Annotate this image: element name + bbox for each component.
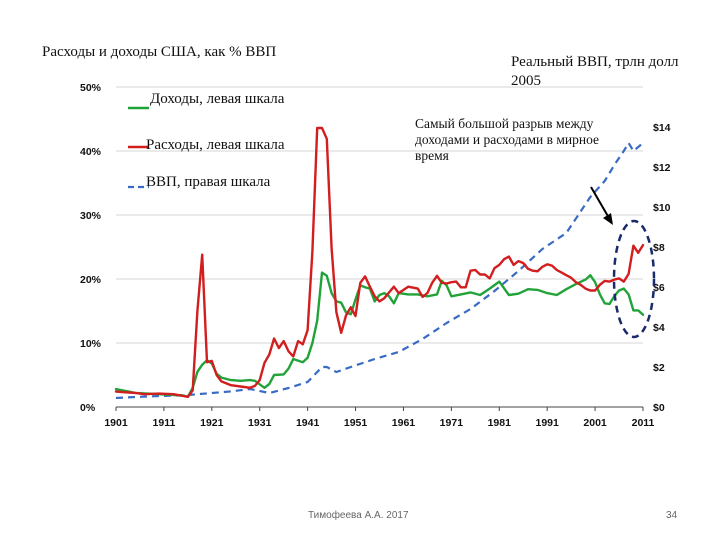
legend-label-spending: Расходы, левая шкала [146, 137, 285, 153]
gap-highlight-ellipse [612, 219, 656, 339]
x-tick-label: 1921 [200, 417, 224, 429]
right-tick-label: $8 [653, 242, 665, 254]
right-tick-label: $2 [653, 362, 665, 374]
right-tick-label: $10 [653, 202, 671, 214]
left-tick-label: 10% [80, 338, 102, 350]
right-tick-label: $14 [653, 122, 671, 134]
series-layer [114, 126, 645, 400]
footer-author: Тимофеева А.А. 2017 [308, 510, 409, 521]
legend [128, 106, 149, 189]
series-line-spending [114, 126, 645, 398]
x-tick-label: 1941 [296, 417, 320, 429]
right-axis-title: Реальный ВВП, трлн долл 2005 [511, 54, 679, 89]
x-tick-label: 1971 [440, 417, 464, 429]
x-tick-label: 1931 [248, 417, 272, 429]
pointer-arrowhead [603, 213, 613, 225]
right-tick-label: $0 [653, 402, 665, 414]
chart-title: Расходы и доходы США, как % ВВП [42, 44, 277, 60]
left-tick-label: 40% [80, 146, 102, 158]
left-axis-ticks: 0% 10% 20% 30% 40% 50% [80, 82, 102, 414]
left-tick-label: 50% [80, 82, 102, 94]
x-tick-label: 2011 [632, 417, 655, 429]
right-tick-label: $12 [653, 162, 671, 174]
x-tick-label: 1951 [344, 417, 368, 429]
gap-annotation: Самый большой разрыв между доходами и ра… [415, 116, 600, 163]
right-axis-ticks: $0 $2 $4 $6 $8 $10 $12 $14 [653, 122, 671, 414]
page-number: 34 [666, 510, 678, 521]
x-tick-label: 1961 [392, 417, 416, 429]
right-tick-label: $6 [653, 282, 665, 294]
left-tick-label: 20% [80, 274, 102, 286]
legend-label-gdp: ВВП, правая шкала [146, 174, 271, 190]
x-tick-label: 1901 [104, 417, 128, 429]
left-tick-label: 30% [80, 210, 102, 222]
x-tick-label: 2001 [583, 417, 607, 429]
x-tick-label: 1981 [488, 417, 512, 429]
left-tick-label: 0% [80, 402, 96, 414]
series-line-gdp [115, 141, 644, 400]
pointer-arrow [590, 186, 610, 219]
x-tick-label: 1991 [536, 417, 560, 429]
x-axis-ticks: 1901 1911 1921 1931 1941 1951 1961 1971 1981 1991… [104, 407, 655, 429]
x-tick-label: 1911 [153, 417, 176, 429]
legend-label-revenue: Доходы, левая шкала [150, 91, 285, 107]
right-tick-label: $4 [653, 322, 665, 334]
